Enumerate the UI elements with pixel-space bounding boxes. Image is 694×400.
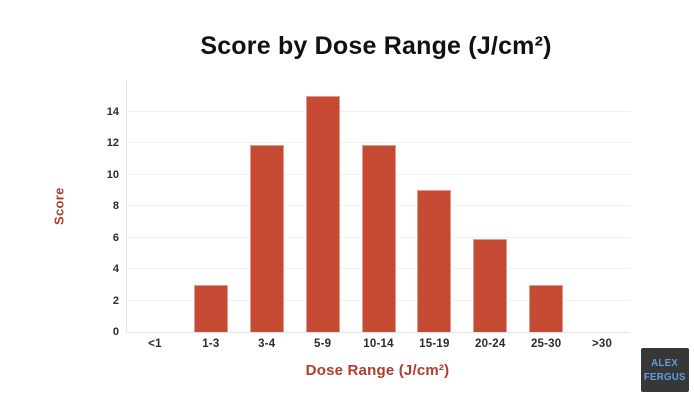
bar-1-3 [193, 284, 228, 332]
bar-15-19 [417, 190, 452, 332]
x-axis-title: Dose Range (J/cm²) [305, 362, 450, 379]
y-tick-label-14: 14 [106, 105, 119, 118]
y-tick-label-0: 0 [112, 326, 119, 338]
x-tick-label-<1: <1 [148, 338, 162, 350]
brand-logo-line1: ALEX [651, 357, 679, 370]
chart-title: Score by Dose Range (J/cm²) [200, 32, 552, 60]
y-axis-title: Score [51, 187, 67, 225]
y-tick-label-4: 4 [112, 263, 119, 275]
y-tick-label-8: 8 [112, 200, 119, 212]
plot-area: 0 2 4 6 8 10 12 14 <1 1-3 3-4 5-9 10-14 15-19 20-24 25-… [107, 80, 630, 350]
x-tick-label->30: >30 [591, 338, 613, 350]
y-tick-label-6: 6 [112, 231, 119, 244]
bar-3-4 [249, 144, 284, 332]
brand-logo-line2: FERGUS [644, 370, 686, 383]
brand-logo: ALEX FERGUS [641, 348, 689, 392]
x-tick-label-20-24: 20-24 [475, 338, 506, 350]
x-tick-label-1-3: 1-3 [202, 338, 220, 350]
bar-5-9 [305, 95, 340, 332]
y-tick-label-2: 2 [112, 294, 119, 307]
gridline-y12 [127, 142, 630, 143]
bar-10-14 [361, 144, 396, 332]
x-tick-label-15-19: 15-19 [419, 338, 450, 350]
bar-25-30 [529, 284, 564, 332]
x-tick-label-25-30: 25-30 [530, 338, 562, 350]
x-tick-label-5-9: 5-9 [313, 338, 332, 350]
gridline-y14 [127, 110, 630, 112]
x-tick-label-3-4: 3-4 [258, 338, 276, 350]
x-tick-label-10-14: 10-14 [363, 338, 394, 350]
bar-20-24 [473, 239, 508, 332]
y-tick-label-12: 12 [106, 137, 119, 149]
y-tick-label-10: 10 [106, 168, 119, 181]
